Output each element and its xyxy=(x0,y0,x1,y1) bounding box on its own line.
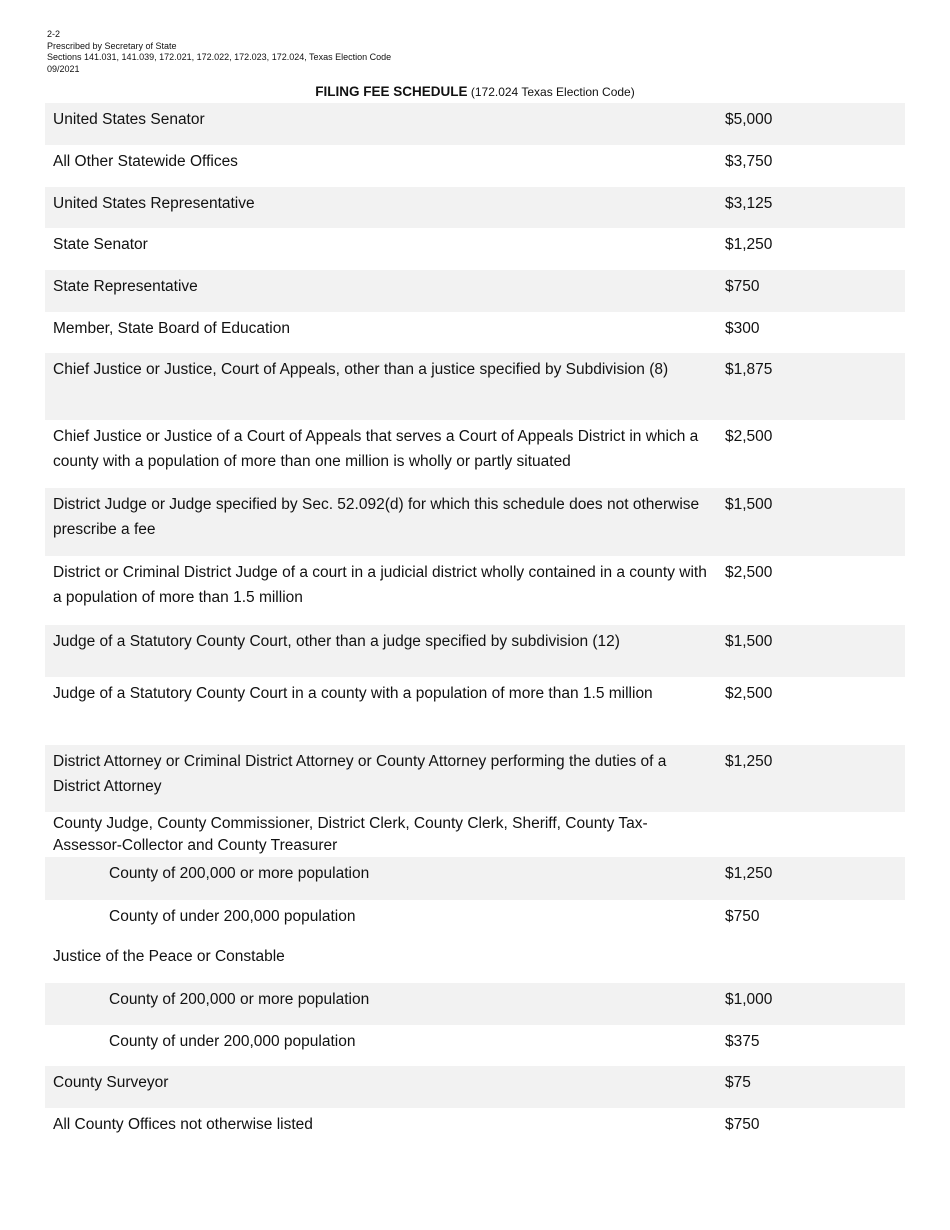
table-row: State Representative $750 xyxy=(45,270,905,312)
office-label: State Representative xyxy=(53,278,198,295)
table-row: Judge of a Statutory County Court, other… xyxy=(45,625,905,677)
office-label: District or Criminal District Judge of a… xyxy=(53,564,707,606)
table-row: All Other Statewide Offices $3,750 xyxy=(45,145,905,187)
form-header: 2-2 Prescribed by Secretary of State Sec… xyxy=(47,29,391,75)
fee-amount: $1,875 xyxy=(725,361,773,378)
form-number: 2-2 xyxy=(47,29,61,39)
table-row: County of under 200,000 population $750 xyxy=(45,900,905,940)
fee-amount: $375 xyxy=(725,1033,760,1050)
table-row: District Judge or Judge specified by Sec… xyxy=(45,488,905,556)
office-label: State Senator xyxy=(53,236,148,253)
table-row: District Attorney or Criminal District A… xyxy=(45,745,905,812)
office-label: District Judge or Judge specified by Sec… xyxy=(53,496,700,538)
office-label: District Attorney or Criminal District A… xyxy=(53,753,667,795)
office-label: Judge of a Statutory County Court, other… xyxy=(53,633,620,650)
office-label: Justice of the Peace or Constable xyxy=(53,948,285,965)
office-label: County of 200,000 or more population xyxy=(109,991,370,1008)
table-row: Member, State Board of Education $300 xyxy=(45,312,905,353)
prescribed-by: Prescribed by Secretary of State xyxy=(47,40,177,51)
office-label: United States Representative xyxy=(53,195,255,212)
office-label: County of under 200,000 population xyxy=(109,908,356,925)
fee-amount: $750 xyxy=(725,278,760,295)
office-label: County Judge, County Commissioner, Distr… xyxy=(53,815,648,854)
office-label: County of under 200,000 population xyxy=(109,1033,356,1050)
fee-amount: $2,500 xyxy=(725,685,773,702)
office-label: Member, State Board of Education xyxy=(53,320,290,337)
office-label: All Other Statewide Offices xyxy=(53,153,238,170)
table-row: County of 200,000 or more population $1,2… xyxy=(45,857,905,900)
table-row: United States Representative $3,125 xyxy=(45,187,905,228)
fee-amount: $1,250 xyxy=(725,865,773,882)
fee-amount: $750 xyxy=(725,1116,760,1133)
table-row: State Senator $1,250 xyxy=(45,228,905,270)
office-label: Judge of a Statutory County Court in a c… xyxy=(53,685,653,702)
fee-amount: $3,750 xyxy=(725,153,773,170)
page-title: FILING FEE SCHEDULE (172.024 Texas Elect… xyxy=(0,84,950,99)
fee-amount: $1,250 xyxy=(725,236,773,253)
table-row: Justice of the Peace or Constable xyxy=(45,940,905,983)
table-row: Chief Justice or Justice, Court of Appea… xyxy=(45,353,905,420)
table-row: United States Senator $5,000 xyxy=(45,103,905,145)
table-row: County of 200,000 or more population $1,0… xyxy=(45,983,905,1025)
fee-amount: $5,000 xyxy=(725,111,773,128)
office-label: Chief Justice or Justice of a Court of A… xyxy=(53,428,699,470)
office-label: County of 200,000 or more population xyxy=(109,865,370,882)
fee-amount: $750 xyxy=(725,908,760,925)
fee-amount: $1,250 xyxy=(725,753,773,770)
title-sub: (172.024 Texas Election Code) xyxy=(467,85,635,99)
office-label: All County Offices not otherwise listed xyxy=(53,1116,313,1133)
table-row: Judge of a Statutory County Court in a c… xyxy=(45,677,905,745)
code-sections: Sections 141.031, 141.039, 172.021, 172.… xyxy=(47,52,392,62)
title-main: FILING FEE SCHEDULE xyxy=(315,84,468,99)
table-row: County of under 200,000 population $375 xyxy=(45,1025,905,1066)
fee-amount: $3,125 xyxy=(725,195,773,212)
office-label: County Surveyor xyxy=(53,1074,169,1091)
fee-amount: $75 xyxy=(725,1074,751,1091)
table-row: County Judge, County Commissioner, Distr… xyxy=(45,812,905,857)
fee-amount: $300 xyxy=(725,320,760,337)
fee-amount: $2,500 xyxy=(725,428,773,445)
office-label: Chief Justice or Justice, Court of Appea… xyxy=(53,361,669,378)
table-row: Chief Justice or Justice of a Court of A… xyxy=(45,420,905,488)
office-label: United States Senator xyxy=(53,111,205,128)
table-row: County Surveyor $75 xyxy=(45,1066,905,1108)
fee-amount: $1,500 xyxy=(725,633,773,650)
fee-amount: $2,500 xyxy=(725,564,773,581)
fee-amount: $1,500 xyxy=(725,496,773,513)
table-row: All County Offices not otherwise listed $… xyxy=(45,1108,905,1150)
fee-amount: $1,000 xyxy=(725,991,773,1008)
table-row: District or Criminal District Judge of a… xyxy=(45,556,905,625)
form-date: 09/2021 xyxy=(47,63,80,74)
